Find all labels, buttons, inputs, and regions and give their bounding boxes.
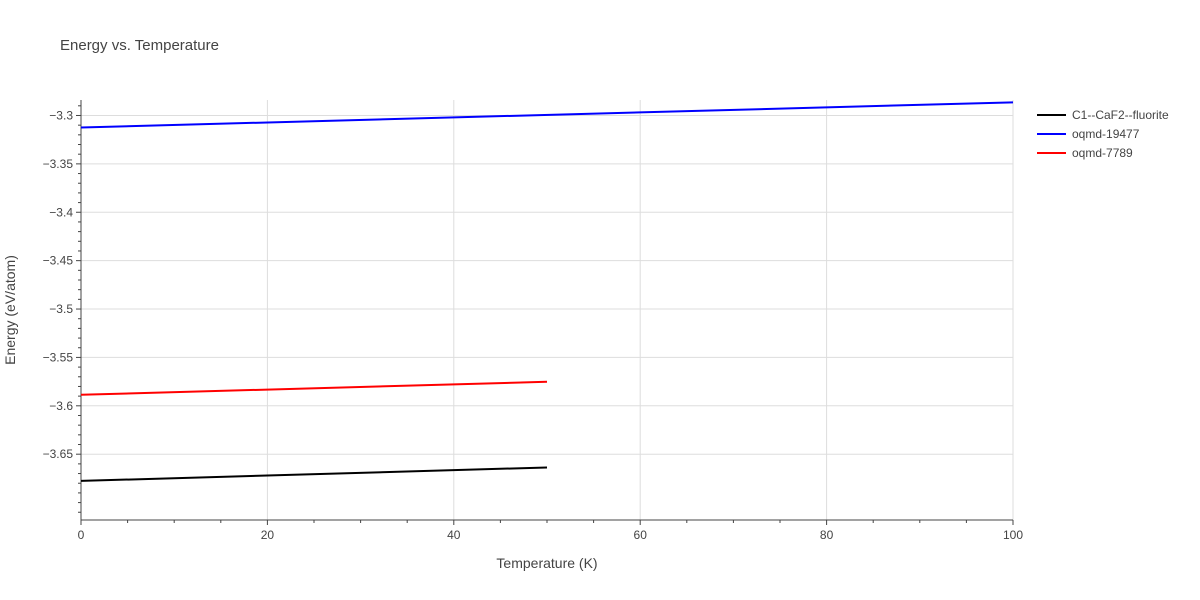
series-line-oqmd-19477 — [80, 101, 1014, 129]
legend[interactable]: C1--CaF2--fluorite oqmd-19477 oqmd-7789 — [1037, 108, 1169, 160]
y-tick-labels: −3.3 −3.35 −3.4 −3.45 −3.5 −3.55 −3.6 −3.65 — [43, 108, 74, 461]
y-tick-label: −3.4 — [49, 205, 73, 219]
x-tick-label: 40 — [447, 528, 461, 542]
x-tick-label: 100 — [1003, 528, 1023, 542]
y-tick-label: −3.3 — [49, 108, 73, 122]
y-axis-title: Energy (eV/atom) — [2, 255, 18, 365]
axes — [76, 100, 1014, 525]
x-tick-label: 60 — [634, 528, 648, 542]
x-tick-label: 0 — [78, 528, 85, 542]
legend-item-c1-caf2-fluorite[interactable]: C1--CaF2--fluorite — [1037, 108, 1169, 122]
legend-label: oqmd-19477 — [1072, 127, 1140, 141]
x-tick-labels: 0 20 40 60 80 100 — [78, 528, 1024, 542]
y-tick-label: −3.6 — [49, 399, 73, 413]
y-tick-label: −3.65 — [43, 447, 74, 461]
legend-label: C1--CaF2--fluorite — [1072, 108, 1169, 122]
series-line-oqmd-7789 — [80, 380, 548, 396]
x-axis-title: Temperature (K) — [496, 555, 597, 571]
y-tick-label: −3.35 — [43, 157, 74, 171]
x-tick-label: 20 — [261, 528, 275, 542]
series-line-c1-caf2-fluorite — [80, 466, 548, 482]
x-tick-label: 80 — [820, 528, 834, 542]
y-tick-label: −3.55 — [43, 350, 74, 364]
y-tick-label: −3.5 — [49, 302, 73, 316]
y-tick-label: −3.45 — [43, 254, 74, 268]
chart-title: Energy vs. Temperature — [60, 37, 219, 54]
legend-item-oqmd-19477[interactable]: oqmd-19477 — [1037, 127, 1140, 141]
legend-label: oqmd-7789 — [1072, 146, 1133, 160]
series-lines — [80, 101, 1014, 482]
grid-lines — [81, 100, 1014, 520]
legend-item-oqmd-7789[interactable]: oqmd-7789 — [1037, 146, 1133, 160]
